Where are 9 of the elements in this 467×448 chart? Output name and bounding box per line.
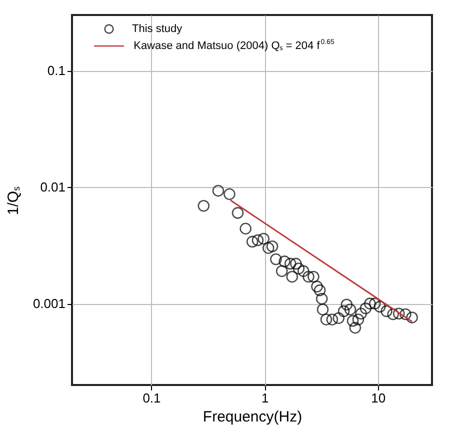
legend-label: This study — [132, 23, 183, 35]
y-axis-title: 1/Qₛ — [4, 186, 22, 216]
y-tick-label: 0.001 — [32, 296, 66, 312]
x-axis-title: Frequency(Hz) — [202, 408, 302, 426]
x-tick-label: 10 — [371, 390, 386, 406]
y-tick-label: 0.01 — [40, 180, 66, 195]
x-tick-label: 1 — [261, 390, 269, 406]
x-tick-label: 0.1 — [142, 390, 161, 406]
y-tick-label: 0.1 — [47, 63, 66, 78]
